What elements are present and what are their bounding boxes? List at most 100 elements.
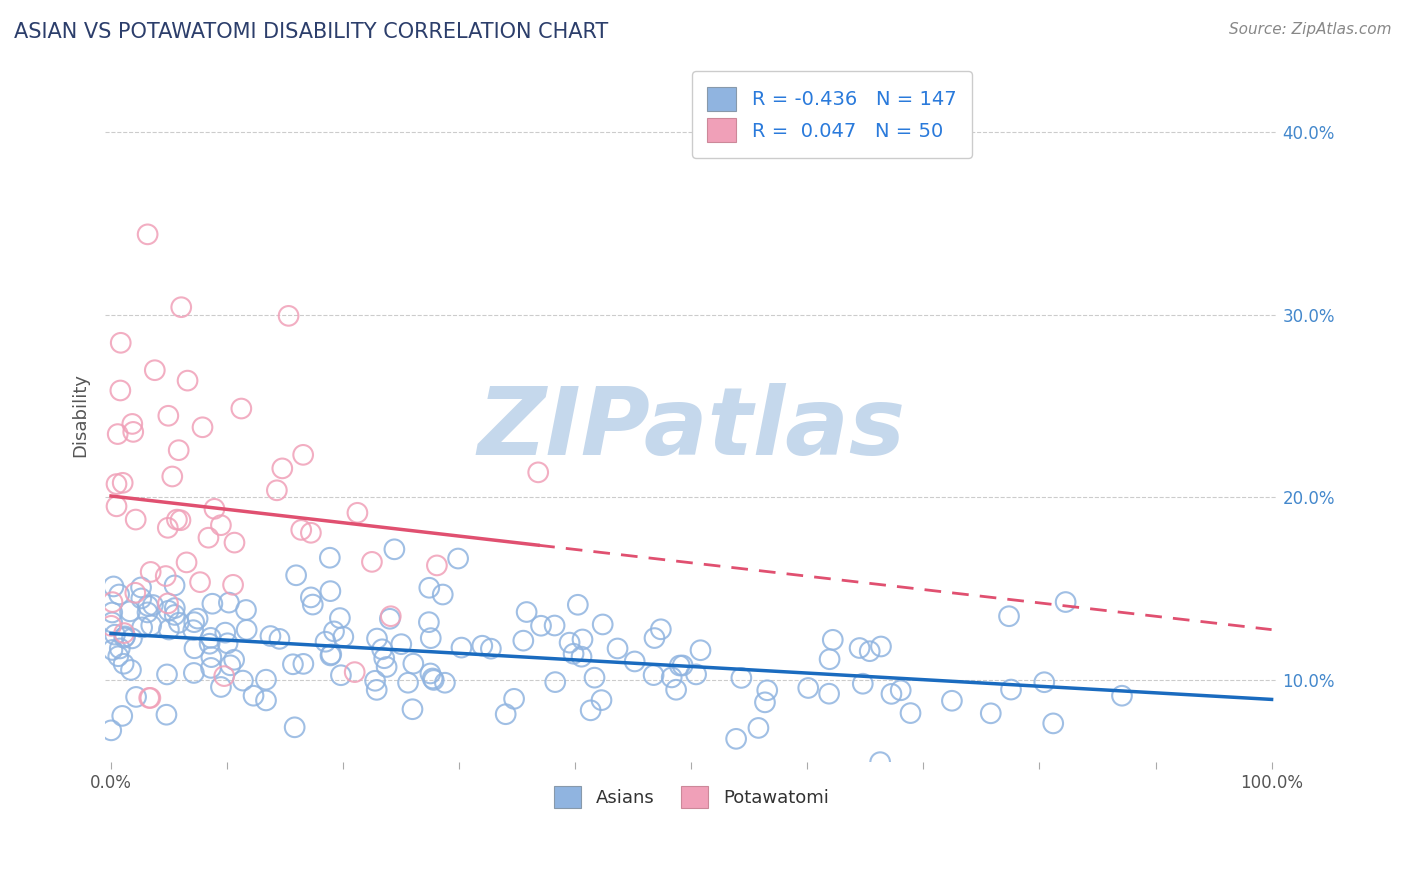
Point	[419, 631, 441, 645]
Point	[222, 578, 245, 592]
Point	[1042, 716, 1064, 731]
Point	[422, 672, 444, 686]
Point	[259, 629, 281, 643]
Point	[101, 595, 124, 609]
Point	[284, 720, 307, 734]
Point	[685, 667, 707, 681]
Point	[292, 657, 315, 671]
Point	[235, 623, 257, 637]
Point	[941, 694, 963, 708]
Point	[281, 657, 304, 672]
Point	[1000, 682, 1022, 697]
Point	[512, 633, 534, 648]
Point	[380, 609, 402, 624]
Point	[101, 606, 124, 620]
Point	[155, 569, 177, 583]
Point	[527, 466, 550, 480]
Point	[163, 607, 186, 622]
Point	[266, 483, 288, 498]
Point	[516, 605, 538, 619]
Point	[209, 518, 232, 533]
Point	[100, 723, 122, 738]
Point	[361, 555, 384, 569]
Point	[890, 683, 912, 698]
Point	[592, 617, 614, 632]
Point	[980, 706, 1002, 721]
Point	[136, 599, 159, 613]
Point	[998, 609, 1021, 624]
Point	[131, 620, 153, 634]
Point	[665, 682, 688, 697]
Point	[756, 683, 779, 698]
Point	[818, 652, 841, 666]
Point	[176, 555, 198, 569]
Point	[198, 637, 221, 651]
Point	[754, 695, 776, 709]
Point	[364, 673, 387, 688]
Point	[583, 671, 606, 685]
Point	[562, 647, 585, 661]
Point	[188, 575, 211, 590]
Point	[323, 624, 346, 639]
Point	[129, 591, 152, 606]
Point	[579, 703, 602, 717]
Point	[214, 625, 236, 640]
Point	[105, 477, 128, 491]
Point	[389, 637, 412, 651]
Point	[321, 648, 343, 662]
Point	[503, 691, 526, 706]
Point	[859, 644, 882, 658]
Point	[1054, 595, 1077, 609]
Point	[107, 649, 129, 664]
Point	[209, 680, 232, 694]
Point	[591, 693, 613, 707]
Point	[870, 640, 893, 654]
Point	[103, 579, 125, 593]
Point	[156, 521, 179, 535]
Point	[110, 335, 132, 350]
Point	[650, 622, 672, 636]
Point	[201, 597, 224, 611]
Point	[176, 374, 198, 388]
Point	[125, 690, 148, 704]
Point	[254, 673, 277, 687]
Point	[419, 666, 441, 681]
Point	[315, 634, 337, 648]
Point	[112, 631, 135, 645]
Point	[689, 643, 711, 657]
Point	[848, 640, 870, 655]
Point	[204, 501, 226, 516]
Point	[479, 641, 502, 656]
Point	[623, 655, 645, 669]
Y-axis label: Disability: Disability	[72, 373, 89, 457]
Point	[544, 675, 567, 690]
Point	[571, 649, 593, 664]
Point	[558, 635, 581, 649]
Point	[401, 702, 423, 716]
Text: Source: ZipAtlas.com: Source: ZipAtlas.com	[1229, 22, 1392, 37]
Point	[114, 629, 136, 643]
Point	[136, 227, 159, 242]
Point	[167, 443, 190, 458]
Point	[112, 657, 135, 671]
Point	[418, 581, 440, 595]
Point	[852, 677, 875, 691]
Point	[143, 363, 166, 377]
Point	[157, 623, 180, 637]
Point	[139, 565, 162, 579]
Point	[242, 689, 264, 703]
Point	[108, 641, 131, 656]
Point	[418, 615, 440, 629]
Point	[378, 612, 401, 626]
Point	[332, 630, 354, 644]
Point	[200, 661, 222, 675]
Point	[668, 658, 690, 673]
Point	[183, 665, 205, 680]
Point	[121, 632, 143, 646]
Point	[104, 628, 127, 642]
Point	[105, 500, 128, 514]
Point	[142, 598, 165, 612]
Point	[285, 568, 308, 582]
Point	[181, 623, 204, 637]
Point	[495, 707, 517, 722]
